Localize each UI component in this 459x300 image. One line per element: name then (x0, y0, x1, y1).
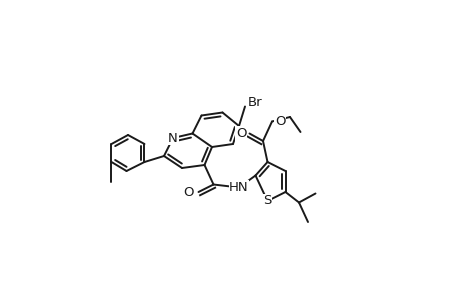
Text: O: O (274, 115, 285, 128)
Text: S: S (263, 194, 271, 208)
Text: HN: HN (229, 181, 248, 194)
Text: O: O (183, 185, 194, 199)
Text: N: N (168, 131, 178, 145)
Text: Br: Br (247, 95, 262, 109)
Text: O: O (235, 127, 246, 140)
